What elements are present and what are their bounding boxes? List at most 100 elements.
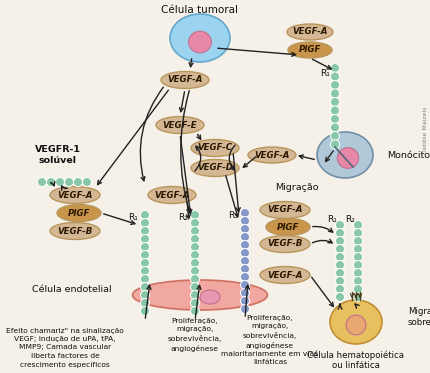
Circle shape bbox=[240, 264, 249, 273]
Circle shape bbox=[190, 291, 199, 300]
Circle shape bbox=[353, 220, 362, 229]
Circle shape bbox=[190, 251, 199, 260]
Ellipse shape bbox=[329, 300, 381, 344]
Circle shape bbox=[64, 178, 74, 186]
Circle shape bbox=[335, 220, 344, 229]
Circle shape bbox=[353, 236, 362, 245]
Circle shape bbox=[140, 242, 149, 251]
Text: R₁: R₁ bbox=[319, 69, 329, 78]
Circle shape bbox=[335, 244, 344, 254]
Text: R₂: R₂ bbox=[344, 216, 354, 225]
Ellipse shape bbox=[161, 72, 209, 88]
Circle shape bbox=[330, 115, 339, 123]
Circle shape bbox=[140, 219, 149, 228]
Ellipse shape bbox=[247, 147, 295, 163]
Circle shape bbox=[190, 298, 199, 307]
Ellipse shape bbox=[50, 186, 100, 204]
Ellipse shape bbox=[265, 219, 309, 235]
Circle shape bbox=[240, 216, 249, 226]
Ellipse shape bbox=[57, 204, 101, 222]
Circle shape bbox=[190, 226, 199, 235]
Circle shape bbox=[190, 258, 199, 267]
Ellipse shape bbox=[287, 42, 331, 58]
Circle shape bbox=[190, 307, 199, 316]
Text: R₁: R₁ bbox=[326, 216, 336, 225]
Text: PlGF: PlGF bbox=[298, 46, 320, 54]
Circle shape bbox=[190, 275, 199, 283]
Text: Debbie Maizels: Debbie Maizels bbox=[423, 106, 427, 154]
Text: VEGF-A: VEGF-A bbox=[267, 270, 302, 279]
Circle shape bbox=[330, 132, 339, 141]
Circle shape bbox=[335, 292, 344, 301]
Circle shape bbox=[140, 266, 149, 276]
Ellipse shape bbox=[316, 132, 372, 178]
Circle shape bbox=[335, 253, 344, 261]
Circle shape bbox=[140, 298, 149, 307]
Circle shape bbox=[240, 273, 249, 282]
Text: VEGF-A: VEGF-A bbox=[267, 206, 302, 214]
Text: R₁: R₁ bbox=[128, 213, 138, 223]
Circle shape bbox=[37, 178, 46, 186]
Circle shape bbox=[353, 269, 362, 278]
Ellipse shape bbox=[188, 31, 211, 53]
Ellipse shape bbox=[259, 266, 309, 283]
Circle shape bbox=[330, 140, 339, 149]
Circle shape bbox=[140, 210, 149, 219]
Circle shape bbox=[140, 275, 149, 283]
Circle shape bbox=[330, 106, 339, 115]
Text: R₂: R₂ bbox=[178, 213, 187, 223]
Circle shape bbox=[140, 291, 149, 300]
Ellipse shape bbox=[50, 223, 100, 239]
Circle shape bbox=[353, 260, 362, 270]
Circle shape bbox=[140, 251, 149, 260]
Circle shape bbox=[335, 285, 344, 294]
Circle shape bbox=[353, 292, 362, 301]
Text: PlGF: PlGF bbox=[68, 209, 90, 217]
Circle shape bbox=[353, 285, 362, 294]
Ellipse shape bbox=[156, 116, 203, 134]
Ellipse shape bbox=[132, 280, 267, 310]
Circle shape bbox=[240, 209, 249, 217]
Text: VEGF-B: VEGF-B bbox=[267, 239, 302, 248]
Text: Efeito chamariz" na sinalização
VEGF; indução de uPA, tPA,
MMP9; Camada vascular: Efeito chamariz" na sinalização VEGF; in… bbox=[6, 328, 123, 368]
Circle shape bbox=[335, 236, 344, 245]
Text: Célula endotelial: Célula endotelial bbox=[32, 285, 111, 295]
Ellipse shape bbox=[259, 235, 309, 253]
Ellipse shape bbox=[337, 148, 358, 168]
Circle shape bbox=[140, 226, 149, 235]
Text: VEGFR-1
solúvel: VEGFR-1 solúvel bbox=[35, 145, 81, 165]
Circle shape bbox=[335, 276, 344, 285]
Circle shape bbox=[330, 123, 339, 132]
Circle shape bbox=[353, 244, 362, 254]
Circle shape bbox=[190, 266, 199, 276]
Circle shape bbox=[140, 258, 149, 267]
Text: Migração: Migração bbox=[275, 182, 318, 191]
Text: VEGF-A: VEGF-A bbox=[254, 150, 289, 160]
Ellipse shape bbox=[259, 201, 309, 219]
Circle shape bbox=[335, 269, 344, 278]
Text: Proliferação,
migração,
sobrevivência,
angiogénese: Proliferação, migração, sobrevivência, a… bbox=[167, 318, 222, 352]
Text: VEGF-E: VEGF-E bbox=[162, 120, 197, 129]
Circle shape bbox=[190, 210, 199, 219]
Circle shape bbox=[82, 178, 91, 186]
Circle shape bbox=[240, 241, 249, 250]
Circle shape bbox=[74, 178, 82, 186]
Circle shape bbox=[140, 235, 149, 244]
Circle shape bbox=[190, 282, 199, 292]
Text: VEGF-D: VEGF-D bbox=[197, 163, 232, 172]
Circle shape bbox=[335, 260, 344, 270]
Circle shape bbox=[353, 229, 362, 238]
Text: Migração,
sobrevivência: Migração, sobrevivência bbox=[407, 307, 430, 327]
Ellipse shape bbox=[190, 140, 239, 157]
Circle shape bbox=[330, 89, 339, 98]
Ellipse shape bbox=[190, 160, 239, 176]
Ellipse shape bbox=[200, 290, 219, 304]
Circle shape bbox=[330, 72, 339, 81]
Circle shape bbox=[330, 63, 339, 72]
Ellipse shape bbox=[147, 186, 196, 204]
Text: Célula hematopoiética
ou linfática: Célula hematopoiética ou linfática bbox=[307, 350, 404, 370]
Circle shape bbox=[240, 304, 249, 313]
Circle shape bbox=[190, 235, 199, 244]
Circle shape bbox=[140, 282, 149, 292]
Text: VEGF-C: VEGF-C bbox=[197, 144, 232, 153]
